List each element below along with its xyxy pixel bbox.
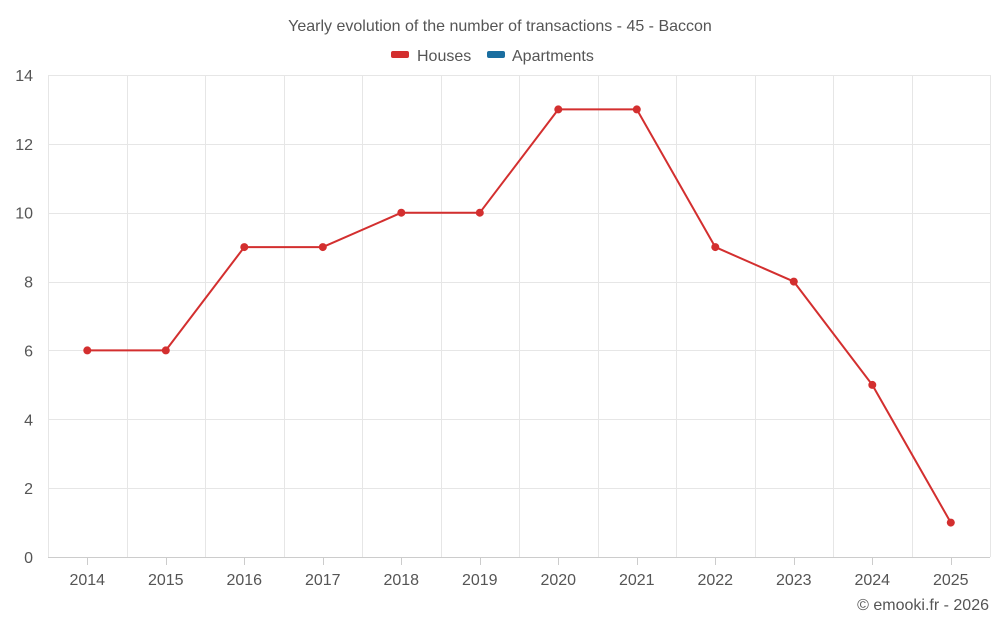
grid xyxy=(48,75,991,557)
y-tick-label: 12 xyxy=(15,137,33,154)
y-tick-label: 10 xyxy=(15,206,33,223)
data-point[interactable] xyxy=(789,277,798,286)
legend-item-houses[interactable]: Houses xyxy=(391,48,471,65)
legend-label-houses: Houses xyxy=(417,48,471,65)
x-tick-label: 2021 xyxy=(619,572,655,589)
x-tick-label: 2025 xyxy=(933,572,969,589)
data-point[interactable] xyxy=(240,243,249,252)
x-tick-label: 2022 xyxy=(697,572,733,589)
y-tick-label: 2 xyxy=(24,481,33,498)
data-point[interactable] xyxy=(711,243,720,252)
y-tick-label: 4 xyxy=(24,412,33,429)
data-point[interactable] xyxy=(83,346,92,355)
y-tick-label: 8 xyxy=(24,275,33,292)
legend-swatch-houses xyxy=(391,51,409,58)
x-tick-label: 2018 xyxy=(383,572,419,589)
x-tick-label: 2014 xyxy=(69,572,105,589)
x-tick-label: 2017 xyxy=(305,572,341,589)
data-point[interactable] xyxy=(318,243,327,252)
data-point[interactable] xyxy=(475,208,484,217)
data-point[interactable] xyxy=(397,208,406,217)
x-tick-label: 2020 xyxy=(540,572,576,589)
y-tick-label: 14 xyxy=(15,68,33,85)
chart-title: Yearly evolution of the number of transa… xyxy=(288,18,712,35)
y-tick-label: 6 xyxy=(24,343,33,360)
data-point[interactable] xyxy=(868,380,877,389)
credit-text: © emooki.fr - 2026 xyxy=(857,597,989,614)
series-line-houses xyxy=(87,108,952,524)
x-tick-label: 2016 xyxy=(226,572,262,589)
data-point[interactable] xyxy=(946,518,955,527)
x-tick-label: 2023 xyxy=(776,572,812,589)
legend-label-apartments: Apartments xyxy=(512,48,594,65)
data-point[interactable] xyxy=(161,346,170,355)
y-tick-label: 0 xyxy=(24,550,33,567)
legend: Houses Apartments xyxy=(391,48,594,65)
x-tick-label: 2015 xyxy=(148,572,184,589)
legend-swatch-apartments xyxy=(487,51,505,58)
x-tick-label: 2019 xyxy=(462,572,498,589)
series xyxy=(83,105,955,527)
axes: 0 2 4 6 8 10 12 14 2014 2015 2016 2017 2018 2019 2020 2… xyxy=(15,68,990,589)
legend-item-apartments[interactable]: Apartments xyxy=(487,48,594,65)
data-point[interactable] xyxy=(554,105,563,114)
x-tick-label: 2024 xyxy=(854,572,890,589)
data-point[interactable] xyxy=(632,105,641,114)
